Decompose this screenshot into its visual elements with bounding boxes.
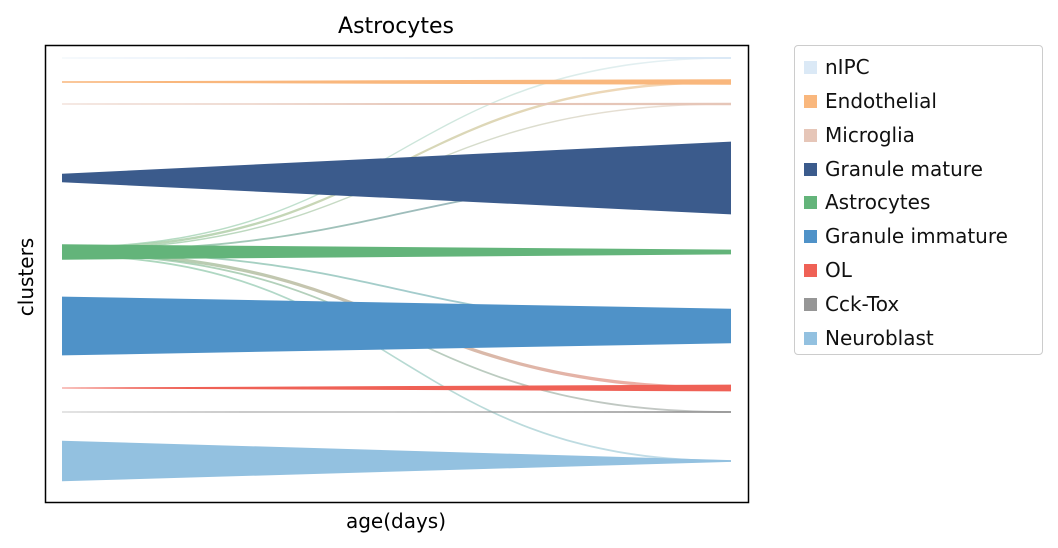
legend-swatch xyxy=(804,331,817,345)
flow-astrocytes-to-granule-mature xyxy=(62,177,731,252)
band-astrocytes xyxy=(62,244,731,260)
legend-label: Microglia xyxy=(825,123,915,147)
band-ol xyxy=(62,384,731,392)
legend-item-endothelial: Endothelial xyxy=(804,89,937,113)
legend-label: Endothelial xyxy=(825,89,937,113)
band-cck-tox xyxy=(62,411,731,413)
legend-label: OL xyxy=(825,258,852,282)
legend-label: Astrocytes xyxy=(825,190,931,214)
legend-label: Granule immature xyxy=(825,224,1008,248)
legend-label: Granule mature xyxy=(825,157,983,181)
legend-item-nipc: nIPC xyxy=(804,55,870,79)
legend: nIPC Endothelial Microglia Granule matur… xyxy=(794,45,1043,355)
legend-item-granule-mature: Granule mature xyxy=(804,157,983,181)
legend-swatch xyxy=(804,263,817,277)
legend-item-cck-tox: Cck-Tox xyxy=(804,292,899,316)
legend-swatch xyxy=(804,162,817,176)
legend-swatch xyxy=(804,128,817,142)
legend-item-granule-immature: Granule immature xyxy=(804,224,1008,248)
band-granule-immature xyxy=(62,296,731,356)
plot-frame xyxy=(44,44,750,504)
legend-swatch xyxy=(804,94,817,108)
band-nipc xyxy=(62,57,731,59)
cluster-bands xyxy=(62,57,731,482)
x-axis-label: age(days) xyxy=(346,509,446,533)
legend-item-astrocytes: Astrocytes xyxy=(804,190,930,214)
legend-swatch xyxy=(804,229,817,243)
legend-item-neuroblast: Neuroblast xyxy=(804,326,934,350)
legend-item-ol: OL xyxy=(804,258,852,282)
legend-swatch xyxy=(804,60,817,74)
band-microglia xyxy=(62,102,731,106)
band-endothelial xyxy=(62,79,731,85)
legend-swatch xyxy=(804,297,817,311)
legend-label: Cck-Tox xyxy=(825,292,900,316)
chart-title: Astrocytes xyxy=(338,14,454,39)
legend-label: nIPC xyxy=(825,55,870,79)
y-axis-label: clusters xyxy=(14,238,38,316)
legend-swatch xyxy=(804,195,817,209)
flow-astrocytes-to-granule-immature xyxy=(62,251,731,327)
flow-astrocytes-to-neuroblast xyxy=(62,254,731,462)
band-neuroblast xyxy=(62,440,731,482)
legend-label: Neuroblast xyxy=(825,326,934,350)
band-granule-mature xyxy=(62,141,731,215)
transition-flows xyxy=(62,57,731,462)
flow-astrocytes-to-nipc xyxy=(62,57,731,248)
legend-item-microglia: Microglia xyxy=(804,123,915,147)
